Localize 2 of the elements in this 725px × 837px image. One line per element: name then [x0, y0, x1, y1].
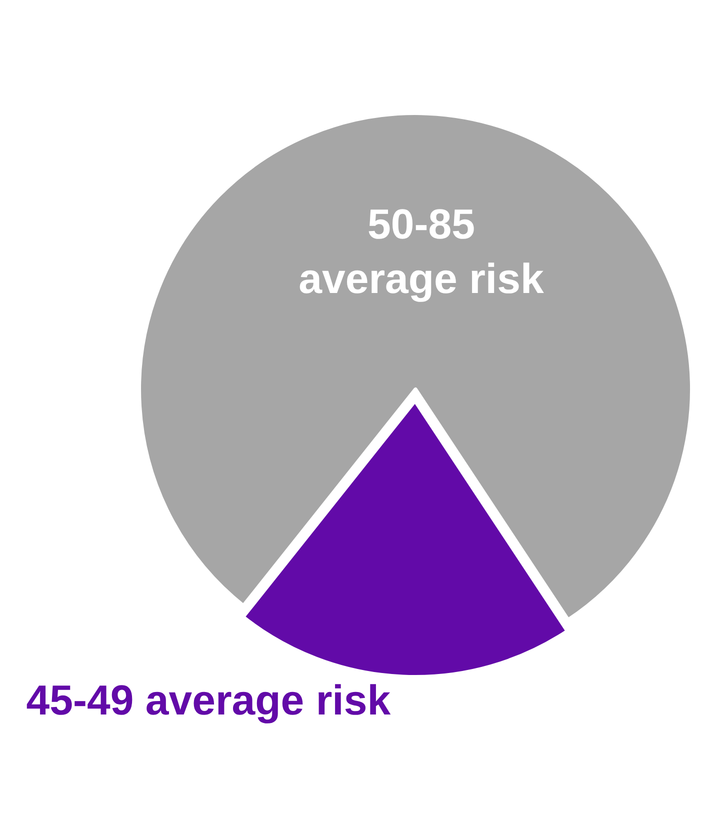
slice-label: 45-49 average risk: [26, 676, 392, 724]
slice-label: 50-85 average risk: [298, 200, 544, 302]
